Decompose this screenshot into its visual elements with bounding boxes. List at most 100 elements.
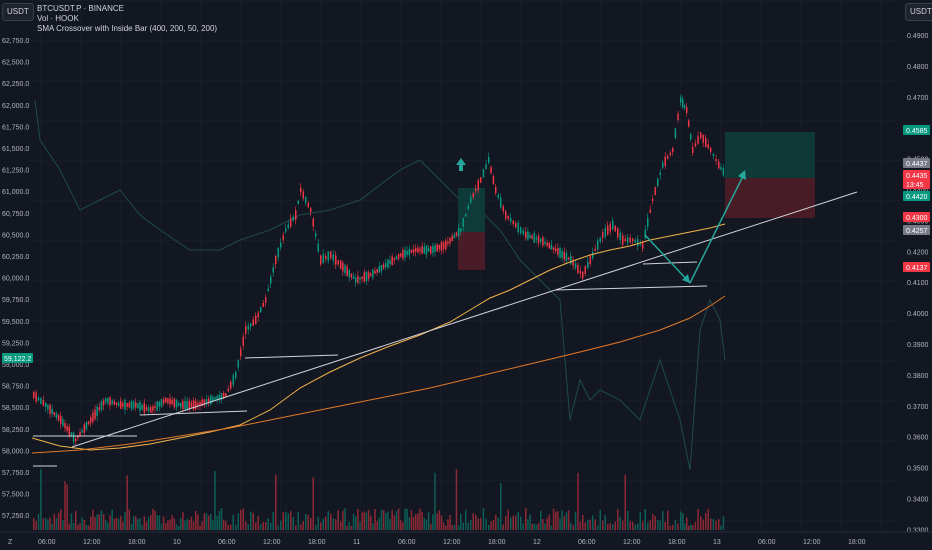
volume-bar bbox=[500, 483, 502, 530]
candle-body bbox=[201, 399, 203, 407]
volume-bar bbox=[722, 516, 725, 530]
projection-arrow-up[interactable] bbox=[689, 171, 746, 284]
volume-bar bbox=[632, 521, 634, 530]
candle-body bbox=[290, 218, 292, 227]
candle-body bbox=[389, 260, 391, 264]
volume-bar bbox=[533, 523, 536, 530]
candle-body bbox=[467, 205, 469, 210]
time-axis-tick: 18:00 bbox=[488, 539, 506, 546]
volume-bar bbox=[100, 510, 103, 530]
candle-body bbox=[203, 399, 206, 406]
volume-bar bbox=[85, 524, 88, 530]
candle-body bbox=[659, 172, 661, 176]
volume-bar bbox=[404, 508, 406, 530]
volume-bar bbox=[262, 521, 264, 530]
right-price-tag-label: 0.4300 bbox=[906, 215, 928, 222]
support-line-3[interactable] bbox=[139, 410, 248, 416]
candle-body bbox=[470, 197, 472, 203]
candle-body bbox=[440, 242, 443, 251]
candle-body bbox=[542, 237, 544, 246]
right-scale-unit-button[interactable]: USDT bbox=[905, 3, 932, 21]
volume-bar bbox=[567, 510, 570, 530]
volume-bar bbox=[512, 515, 514, 530]
volume-bar bbox=[87, 525, 90, 530]
candle-body bbox=[535, 237, 538, 240]
right-price-axis[interactable]: 0.49000.48000.47000.46000.45000.44000.43… bbox=[907, 33, 929, 534]
candle-body bbox=[451, 236, 453, 241]
volume-bar bbox=[124, 511, 126, 530]
volume-bar bbox=[385, 512, 387, 530]
time-axis-tick: 18:00 bbox=[308, 539, 326, 546]
long-position-stop-zone[interactable] bbox=[725, 178, 815, 218]
volume-bar bbox=[684, 523, 686, 530]
candle-body bbox=[540, 238, 542, 242]
volume-bar bbox=[57, 512, 60, 530]
left-axis-tick: 58,750.0 bbox=[2, 384, 29, 391]
left-price-axis[interactable]: 62,750.0 62,500.0 62,250.0 62,000.0 61,750.0… bbox=[2, 38, 29, 520]
volume-bar bbox=[462, 522, 464, 530]
volume-bar bbox=[376, 521, 378, 530]
right-axis-tick: 0.3400 bbox=[907, 497, 929, 504]
candle-body bbox=[359, 277, 361, 280]
time-axis[interactable]: 06:00 12:00 18:00 10 06:00 12:00 18:00 11 06:00 1… bbox=[38, 539, 866, 546]
support-line-6[interactable] bbox=[642, 261, 698, 265]
candle-body bbox=[342, 262, 344, 272]
time-axis-tick: 12:00 bbox=[443, 539, 461, 546]
chart-legend: BTCUSDT.P · BINANCE Vol · HOOK SMA Cross… bbox=[37, 4, 217, 34]
candle-body bbox=[649, 209, 651, 214]
volume-indicator-label[interactable]: Vol · HOOK bbox=[37, 14, 79, 23]
candle-body bbox=[245, 326, 247, 334]
volume-bar bbox=[692, 525, 694, 530]
candle-body bbox=[472, 192, 474, 198]
candle-body bbox=[325, 255, 327, 260]
short-position-target-zone[interactable] bbox=[458, 188, 485, 232]
candle-body bbox=[302, 191, 304, 199]
volume-bar bbox=[425, 519, 428, 530]
timezone-icon[interactable]: Z bbox=[8, 539, 13, 546]
long-position-target-zone[interactable] bbox=[725, 132, 815, 178]
candle-body bbox=[33, 391, 35, 399]
candle-body bbox=[145, 406, 148, 411]
volume-bar bbox=[327, 511, 329, 530]
candle-body bbox=[147, 407, 150, 412]
candle-body bbox=[548, 242, 551, 249]
candle-body bbox=[552, 247, 555, 250]
volume-bar bbox=[702, 519, 704, 530]
candle-body bbox=[412, 248, 415, 253]
support-line-4[interactable] bbox=[244, 354, 339, 359]
candle-body bbox=[162, 399, 165, 404]
candle-body bbox=[442, 242, 445, 250]
volume-bar bbox=[120, 516, 122, 530]
candle-body bbox=[425, 245, 428, 255]
right-axis-tick: 0.4000 bbox=[907, 311, 929, 318]
candle-body bbox=[137, 403, 139, 409]
support-line-5[interactable] bbox=[554, 285, 708, 291]
candle-body bbox=[559, 247, 561, 258]
candle-body bbox=[408, 248, 411, 256]
candle-body bbox=[720, 167, 722, 170]
short-position-stop-zone[interactable] bbox=[458, 232, 485, 270]
left-scale-unit-button[interactable]: USDT bbox=[2, 3, 34, 21]
candle-body bbox=[705, 137, 707, 148]
volume-bar bbox=[502, 524, 504, 530]
right-axis-tick: 0.3900 bbox=[907, 342, 929, 349]
volume-bar bbox=[107, 522, 109, 530]
candle-body bbox=[340, 260, 342, 270]
sma-indicator-label[interactable]: SMA Crossover with Inside Bar (400, 200,… bbox=[37, 24, 218, 33]
volume-bar bbox=[64, 481, 66, 530]
candle-body bbox=[75, 438, 77, 442]
volume-bar bbox=[365, 512, 368, 530]
volume-bar bbox=[337, 510, 339, 530]
candle-body bbox=[500, 197, 502, 208]
volume-bar bbox=[634, 524, 636, 530]
candle-body bbox=[180, 402, 182, 408]
volume-bar bbox=[686, 517, 688, 530]
projection-arrow-down[interactable] bbox=[644, 234, 691, 284]
symbol-label[interactable]: BTCUSDT.P · BINANCE bbox=[37, 4, 124, 13]
rising-trendline[interactable] bbox=[71, 191, 858, 448]
volume-bar bbox=[128, 509, 131, 530]
left-axis-tick: 61,000.0 bbox=[2, 189, 29, 196]
candle-body bbox=[64, 423, 66, 429]
volume-bar bbox=[482, 508, 485, 530]
